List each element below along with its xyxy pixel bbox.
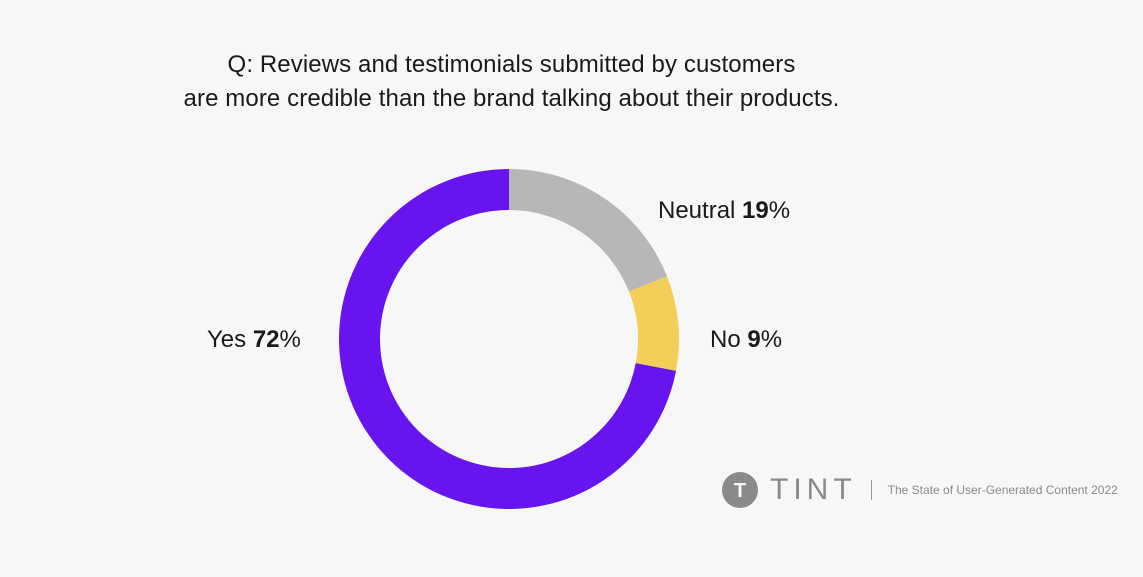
slice-label-no-name: No [710, 326, 741, 353]
slice-label-neutral-value: 19 [742, 197, 769, 224]
chart-title: Q: Reviews and testimonials submitted by… [0, 48, 1023, 116]
donut-slice-no [628, 276, 680, 371]
donut-slice-neutral [509, 169, 668, 292]
slice-label-yes-value: 72 [252, 326, 280, 353]
slice-label-neutral-name: Neutral [658, 197, 736, 224]
footer-divider [870, 480, 872, 500]
tint-logo-icon: T [722, 472, 758, 508]
slice-label-neutral: Neutral 19% [658, 196, 790, 226]
slice-label-neutral-percent: % [768, 197, 791, 224]
slice-label-yes-percent: % [279, 326, 301, 353]
logo-letter: T [734, 480, 746, 502]
brand-name: TINT [770, 473, 857, 506]
slice-label-yes: Yes 72% [207, 325, 301, 355]
chart-title-line-1: Q: Reviews and testimonials submitted by… [227, 51, 796, 78]
slice-label-no: No 9% [710, 325, 782, 355]
slice-label-yes-name: Yes [207, 326, 247, 353]
report-title: The State of User-Generated Content 2022 [887, 483, 1118, 497]
slice-label-no-value: 9 [747, 326, 761, 353]
chart-title-line-2: are more credible than the brand talking… [183, 85, 840, 112]
slice-label-no-percent: % [760, 326, 783, 353]
footer-branding: T TINT The State of User-Generated Conte… [722, 470, 1118, 510]
